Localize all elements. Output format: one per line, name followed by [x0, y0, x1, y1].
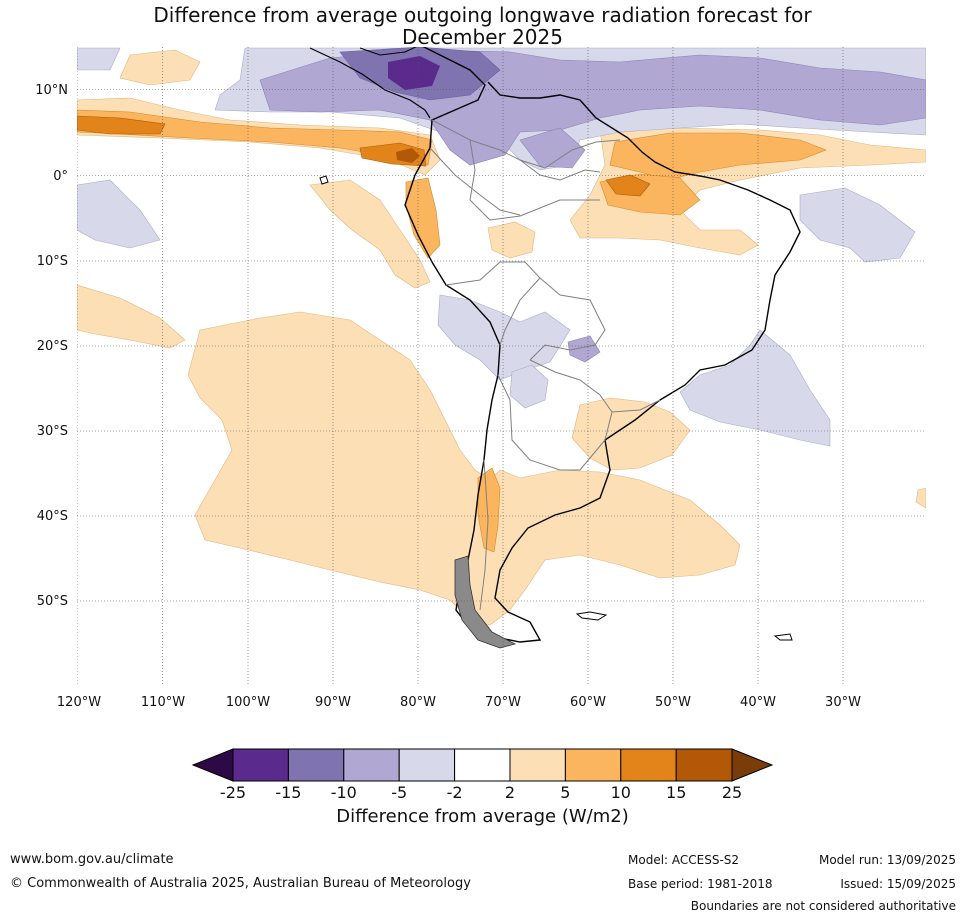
lat-label: 20°S [37, 339, 68, 354]
colorbar [191, 748, 774, 782]
anomaly-brown-core [396, 148, 420, 163]
colorbar-bin-5 [454, 748, 511, 782]
central-america-coastline [309, 47, 431, 119]
south-america-coastline [404, 47, 801, 643]
anomaly-orange-patagonia [477, 467, 501, 553]
colorbar-bin-6 [509, 748, 566, 782]
colorbar-bin-2 [287, 748, 345, 782]
colorbar-bin-9 [675, 748, 733, 782]
lon-label: 80°W [400, 695, 436, 710]
colorbar-bin-7 [564, 748, 622, 782]
anomaly-pale-orange-pacific-band [309, 179, 431, 289]
copyright-text: © Commonwealth of Australia 2025, Austra… [10, 876, 471, 891]
model-name: Model: ACCESS-S2 [628, 853, 740, 867]
lon-label: 100°W [226, 695, 270, 710]
lon-label: 70°W [485, 695, 521, 710]
colorbar-tick-label: 15 [666, 783, 686, 802]
base-period: Base period: 1981-2018 [628, 877, 773, 891]
lon-label: 50°W [655, 695, 691, 710]
lat-label: 50°S [37, 594, 68, 609]
anomaly-mid-lavender-brazil-south [567, 335, 601, 363]
lat-label: 10°N [35, 83, 68, 98]
anomaly-mid-lavender-venezuela [519, 127, 586, 169]
anomaly-pale-orange-east-edge [915, 487, 926, 509]
title-line-1: Difference from average outgoing longwav… [153, 3, 812, 27]
caribbean-coastline [359, 47, 417, 56]
anomaly-pale-orange-south-pacific [187, 311, 741, 626]
colorbar-tick-label: -15 [275, 783, 301, 802]
anomaly-lavender-paraguay [509, 364, 549, 409]
lon-label: 30°W [825, 695, 861, 710]
boundaries-disclaimer: Boundaries are not considered authoritat… [690, 899, 956, 913]
colorbar-bin-3 [343, 748, 400, 782]
lat-label: 10°S [37, 254, 68, 269]
anomaly-pale-orange-west [77, 284, 186, 349]
anomaly-dark-orange-west [77, 115, 166, 135]
colorbar-max-extend [731, 748, 774, 782]
title-line-2: December 2025 [402, 25, 563, 49]
lon-label: 90°W [315, 695, 351, 710]
anomaly-pale-orange-amazon [487, 221, 536, 259]
lon-label: 40°W [740, 695, 776, 710]
lon-label: 110°W [141, 695, 185, 710]
lon-label: 60°W [570, 695, 606, 710]
longitude-labels: 120°W 110°W 100°W 90°W 80°W 70°W 60°W 50… [57, 695, 861, 710]
colorbar-tick-label: -2 [447, 783, 463, 802]
southern-archipelago [454, 555, 517, 649]
colorbar-tick-label: -25 [220, 783, 246, 802]
colorbar-bin-4 [398, 748, 456, 782]
anomaly-pale-orange-north [119, 49, 201, 86]
colorbar-tick-label: 10 [611, 783, 631, 802]
anomaly-lavender-pacific-west [77, 179, 161, 249]
colorbar-tick-label: -5 [391, 783, 407, 802]
model-run-date: Model run: 13/09/2025 [818, 853, 956, 867]
colorbar-tick-label: 25 [722, 783, 742, 802]
latitude-labels: 10°N 0° 10°S 20°S 30°S 40°S 50°S [35, 83, 68, 609]
anomaly-orange-atlantic [609, 132, 827, 181]
anomaly-lavender-bolivia [437, 294, 571, 381]
website-link[interactable]: www.bom.gov.au/climate [10, 852, 174, 867]
map-title: Difference from average outgoing longwav… [0, 4, 965, 48]
colorbar-bin-8 [620, 748, 677, 782]
colorbar-tick-label: 2 [505, 783, 515, 802]
south-georgia [773, 633, 793, 641]
lat-label: 30°S [37, 424, 68, 439]
anomaly-field [77, 47, 926, 685]
colorbar-bin-1 [232, 748, 289, 782]
lat-label: 0° [53, 169, 68, 184]
gridlines [77, 47, 926, 685]
anomaly-lavender-south-atlantic [679, 329, 831, 447]
anomaly-lavender-north-edge [77, 47, 121, 71]
lat-label: 40°S [37, 509, 68, 524]
anomaly-orange-itcz [77, 109, 433, 166]
colorbar-min-extend [191, 748, 234, 782]
colorbar-ticks: -25 -15 -10 -5 -2 2 5 10 15 25 [220, 783, 742, 802]
falkland-islands [575, 611, 608, 621]
anomaly-deep-purple-core [388, 56, 440, 90]
country-borders [429, 119, 661, 611]
anomaly-dark-orange-ne [605, 174, 651, 197]
lon-label: 120°W [57, 695, 101, 710]
colorbar-tick-label: 5 [560, 783, 570, 802]
galapagos [319, 175, 329, 185]
colorbar-tick-label: -10 [331, 783, 357, 802]
anomaly-lavender-atlantic [799, 187, 916, 263]
issued-date: Issued: 15/09/2025 [840, 877, 956, 891]
anomaly-pale-orange-brazil-south [571, 397, 691, 471]
colorbar-label: Difference from average (W/m2) [336, 806, 629, 827]
